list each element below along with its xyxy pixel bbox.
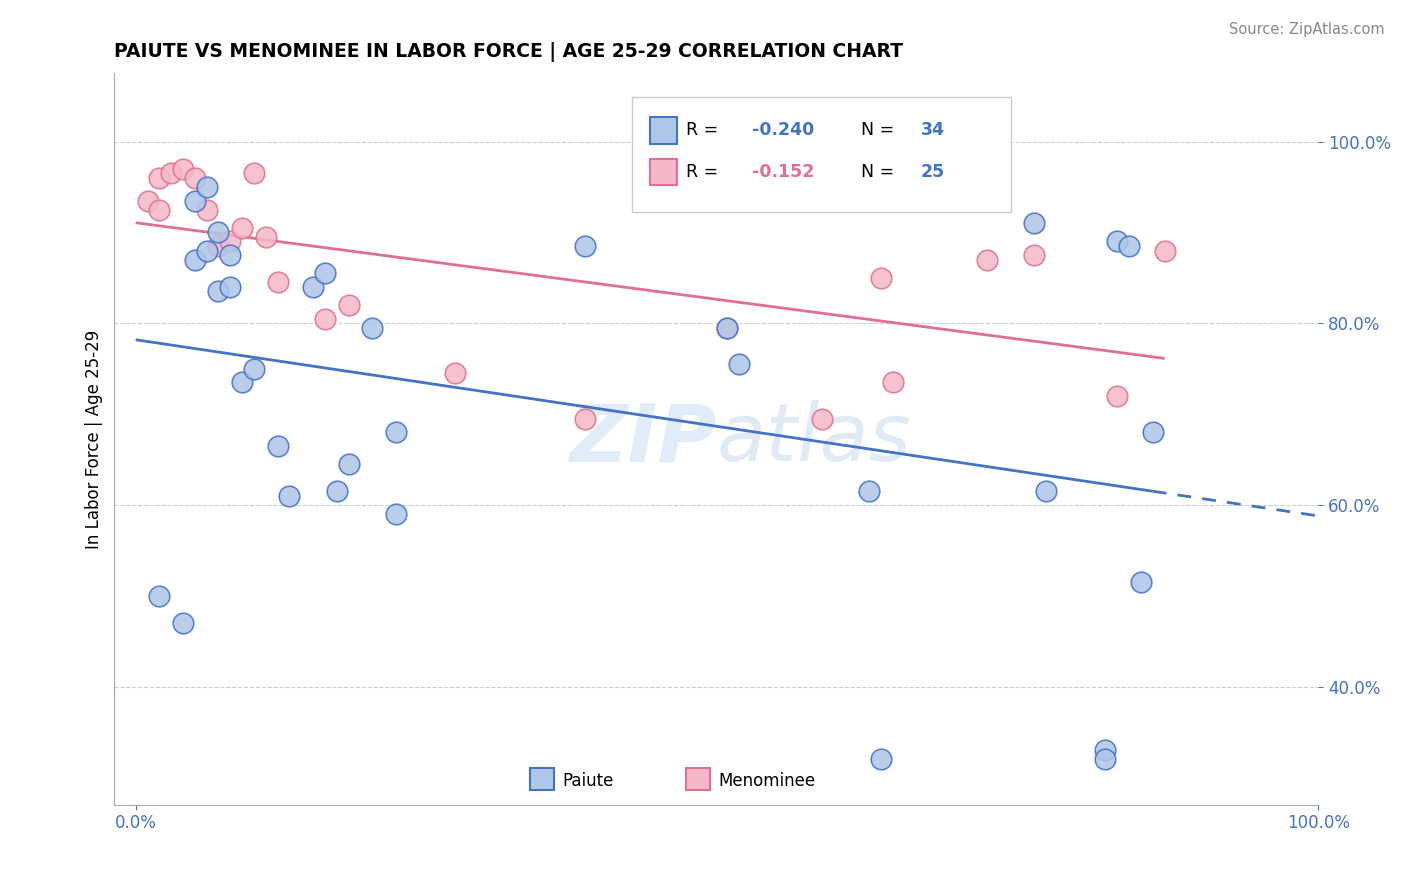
Text: ZIP: ZIP (569, 400, 716, 478)
Point (314, 311, 336, 326)
Point (148, 202, 170, 217)
Text: 25: 25 (921, 163, 945, 181)
Text: N =: N = (860, 163, 900, 181)
FancyBboxPatch shape (633, 97, 1011, 212)
Text: PAIUTE VS MENOMINEE IN LABOR FORCE | AGE 25-29 CORRELATION CHART: PAIUTE VS MENOMINEE IN LABOR FORCE | AGE… (114, 42, 904, 62)
Text: Source: ZipAtlas.com: Source: ZipAtlas.com (1229, 22, 1385, 37)
Point (858, 484, 880, 499)
Point (810, 411, 832, 425)
Point (1153, 244, 1175, 258)
Point (172, 615, 194, 630)
Point (1024, 216, 1046, 230)
Point (1107, 389, 1129, 403)
Point (869, 270, 891, 285)
Text: R =: R = (686, 121, 724, 139)
Point (254, 230, 277, 244)
Point (574, 411, 596, 425)
Point (385, 507, 408, 521)
Point (882, 376, 904, 390)
Point (1142, 425, 1164, 440)
Point (444, 366, 467, 380)
Point (1107, 235, 1129, 249)
Text: Paiute: Paiute (562, 772, 613, 789)
Text: atlas: atlas (716, 400, 911, 478)
Point (325, 484, 347, 499)
Y-axis label: In Labor Force | Age 25-29: In Labor Force | Age 25-29 (86, 329, 103, 549)
Point (337, 298, 360, 312)
Point (243, 166, 266, 180)
Point (1094, 743, 1116, 757)
Point (136, 194, 159, 208)
Point (231, 220, 253, 235)
Point (184, 194, 207, 208)
Point (976, 252, 998, 267)
Point (219, 248, 242, 262)
Point (385, 425, 408, 440)
Point (716, 320, 738, 334)
Point (278, 489, 301, 503)
Text: 34: 34 (921, 121, 945, 139)
Point (231, 376, 253, 390)
Point (184, 252, 207, 267)
Text: -0.240: -0.240 (752, 121, 814, 139)
FancyBboxPatch shape (686, 768, 710, 790)
Point (243, 361, 266, 376)
Point (195, 244, 218, 258)
Point (207, 239, 229, 253)
Point (869, 752, 891, 766)
Point (266, 439, 288, 453)
Point (1094, 752, 1116, 766)
Point (716, 320, 738, 334)
Point (574, 239, 596, 253)
Point (337, 457, 360, 471)
Text: R =: R = (686, 163, 724, 181)
Text: -0.152: -0.152 (752, 163, 815, 181)
Point (172, 161, 194, 176)
Point (302, 280, 325, 294)
Point (207, 285, 229, 299)
Point (184, 170, 207, 185)
Point (314, 266, 336, 280)
Point (219, 235, 242, 249)
Point (727, 357, 749, 371)
Point (207, 226, 229, 240)
Point (361, 320, 384, 334)
Point (148, 589, 170, 603)
Point (1129, 575, 1152, 590)
FancyBboxPatch shape (650, 118, 676, 144)
Point (1024, 248, 1046, 262)
FancyBboxPatch shape (650, 159, 676, 186)
Point (195, 180, 218, 194)
Point (1035, 484, 1057, 499)
FancyBboxPatch shape (530, 768, 554, 790)
Point (148, 170, 170, 185)
Text: N =: N = (860, 121, 900, 139)
Point (1118, 239, 1140, 253)
Text: Menominee: Menominee (718, 772, 815, 789)
Point (195, 202, 218, 217)
Point (160, 166, 183, 180)
Point (266, 276, 288, 290)
Point (219, 280, 242, 294)
